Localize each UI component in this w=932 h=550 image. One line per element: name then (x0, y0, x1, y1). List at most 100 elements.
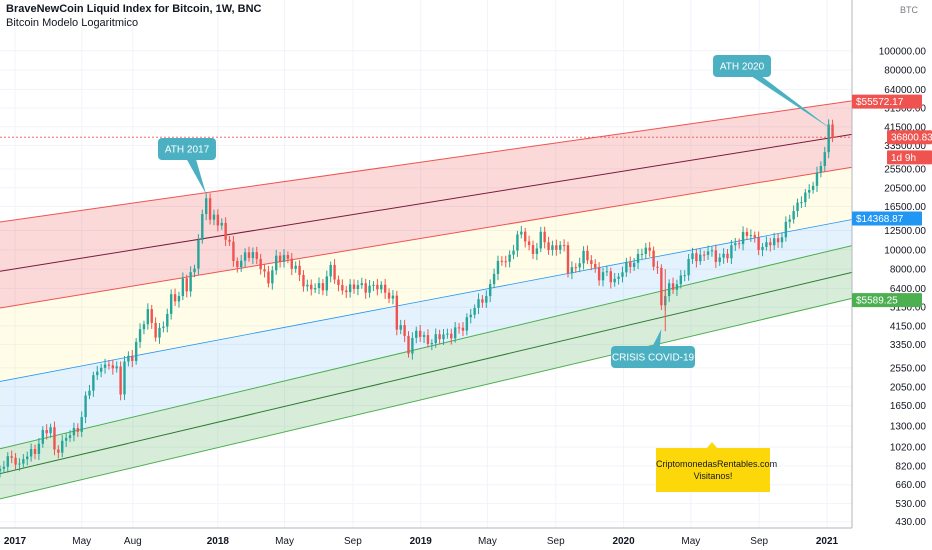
candle-body (247, 252, 251, 258)
candle-body (749, 235, 753, 237)
candle-body (473, 307, 476, 315)
candle-body (457, 327, 461, 329)
candle-body (76, 427, 80, 432)
price-tag-label: 36800.83 (891, 133, 932, 144)
indicator-label[interactable]: Bitcoin Modelo Logaritmico (6, 17, 139, 29)
candle-body (239, 260, 243, 268)
candle-body (37, 443, 41, 454)
candle-body (360, 283, 364, 286)
site-note[interactable]: CriptomonedasRentables.com Visitanos! (656, 448, 777, 492)
candle-body (169, 294, 173, 314)
candle-body (2, 466, 6, 469)
candle-body (582, 250, 585, 264)
candle-body (313, 288, 317, 290)
candle-body (613, 278, 616, 283)
candle-body (138, 329, 142, 342)
candle-body (562, 245, 566, 247)
candle-body (527, 241, 531, 246)
candle-body (652, 250, 655, 267)
candle-body (6, 456, 9, 467)
price-tag-label: 1d 9h (891, 153, 916, 164)
candle-body (391, 295, 395, 299)
candle-body (189, 272, 192, 292)
candle-body (702, 254, 706, 256)
callout-ath-2017-label: ATH 2017 (165, 145, 210, 156)
candle-body (765, 242, 768, 247)
candle-body (216, 214, 220, 226)
candle-body (492, 273, 496, 285)
candle-body (115, 366, 118, 369)
candle-body (251, 252, 255, 258)
candle-body (45, 429, 48, 434)
candle-body (811, 185, 815, 191)
candle-body (578, 263, 581, 268)
candle-body (134, 341, 138, 361)
candle-body (259, 258, 262, 270)
x-tick-label: 2019 (410, 536, 433, 547)
candle-body (621, 272, 624, 277)
candle-body (559, 245, 562, 250)
candle-body (636, 254, 640, 263)
candle-body (547, 242, 550, 251)
candle-body (64, 437, 68, 441)
candle-body (699, 254, 702, 262)
candle-body (597, 267, 601, 281)
y-tick-label: 1020.00 (890, 443, 927, 454)
candle-body (800, 202, 803, 204)
candle-body (827, 124, 830, 153)
candle-body (18, 463, 21, 465)
candle-body (706, 251, 710, 255)
candle-body (609, 271, 613, 283)
candle-body (123, 361, 126, 395)
y-tick-label: 10000.00 (884, 245, 926, 256)
candle-body (726, 253, 729, 259)
candle-body (10, 456, 13, 458)
x-tick-label: May (681, 536, 700, 547)
y-tick-label: 16500.00 (884, 202, 926, 213)
candle-body (804, 192, 807, 203)
candle-body (208, 198, 212, 220)
x-tick-label: 2018 (207, 536, 230, 547)
note-pointer (707, 442, 717, 448)
candle-body (772, 238, 776, 246)
y-axis-area (852, 0, 932, 550)
candle-body (640, 253, 644, 255)
candle-body (426, 335, 430, 344)
candle-body (154, 322, 157, 338)
price-tag (887, 130, 932, 145)
candle-body (761, 246, 764, 251)
site-note-line2: Visitanos! (693, 471, 733, 481)
candle-body (255, 252, 258, 259)
candle-body (317, 283, 321, 289)
candle-body (329, 264, 332, 277)
y-tick-label: 3350.00 (890, 340, 927, 351)
candle-body (321, 283, 325, 291)
channel-line-green_bottom (0, 297, 853, 500)
candle-body (275, 255, 278, 271)
candle-body (629, 262, 632, 267)
candle-body (243, 252, 247, 261)
candle-body (434, 334, 437, 344)
candle-body (730, 245, 733, 259)
y-tick-label: 12500.00 (884, 226, 926, 237)
y-tick-label: 64000.00 (884, 85, 926, 96)
candle-body (605, 271, 609, 273)
candle-body (72, 427, 76, 436)
candle-body (310, 284, 313, 290)
y-tick-label: 25500.00 (884, 164, 926, 175)
price-tag (852, 94, 922, 109)
candle-body (792, 211, 795, 220)
y-tick-label: 820.00 (895, 461, 926, 472)
candle-body (92, 375, 95, 391)
y-tick-label: 51500.00 (884, 104, 926, 115)
candle-body (193, 268, 196, 273)
candle-body (181, 278, 185, 297)
candle-body (41, 429, 45, 444)
x-tick-label: May (72, 536, 91, 547)
candle-body (819, 166, 823, 173)
y-tick-label: 5150.00 (890, 303, 927, 314)
candle-body (679, 275, 683, 285)
candle-body (224, 222, 227, 240)
candle-body (823, 152, 826, 167)
